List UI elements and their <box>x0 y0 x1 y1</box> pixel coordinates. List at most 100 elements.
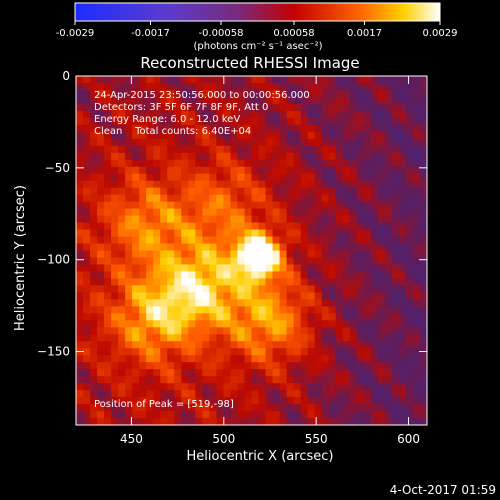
heatmap-cell <box>174 376 182 384</box>
heatmap-cell <box>83 250 91 259</box>
heatmap-cell <box>258 173 267 182</box>
heatmap-cell <box>342 166 351 175</box>
heatmap-cell <box>427 285 435 293</box>
heatmap-cell <box>251 89 260 98</box>
heatmap-cell <box>272 110 281 119</box>
heatmap-cell <box>195 327 203 335</box>
heatmap-cell <box>335 222 344 231</box>
heatmap-cell <box>181 299 189 307</box>
heatmap-cell <box>139 390 147 398</box>
heatmap-cell <box>104 327 112 335</box>
heatmap-cell <box>209 257 217 266</box>
heatmap-cell <box>412 418 421 425</box>
heatmap-cell <box>237 313 246 321</box>
heatmap-cell <box>391 390 400 398</box>
heatmap-cell <box>427 118 435 126</box>
heatmap-cell <box>195 131 203 140</box>
heatmap-cell <box>405 327 414 335</box>
heatmap-cell <box>125 271 133 280</box>
heatmap-cell <box>258 215 267 224</box>
heatmap-cell <box>202 320 210 328</box>
heatmap-cell <box>153 327 161 335</box>
heatmap-cell <box>188 299 196 307</box>
heatmap-cell <box>363 96 372 105</box>
heatmap-cell <box>237 418 246 425</box>
heatmap-cell <box>132 159 140 168</box>
heatmap-cell <box>125 355 133 363</box>
heatmap-cell <box>349 383 358 391</box>
heatmap-cell <box>118 194 126 203</box>
heatmap-cell <box>132 264 140 273</box>
heatmap-cell <box>188 124 196 133</box>
heatmap-cell <box>146 411 154 419</box>
heatmap-cell <box>83 229 91 238</box>
heatmap-cell <box>146 355 154 363</box>
heatmap-cell <box>370 411 379 419</box>
heatmap-cell <box>427 195 435 203</box>
y-tick-label: 0 <box>62 69 70 83</box>
heatmap-cell <box>398 306 407 314</box>
heatmap-cell <box>160 390 168 398</box>
heatmap-cell <box>398 334 407 342</box>
heatmap-cell <box>272 187 281 196</box>
heatmap-cell <box>216 103 225 112</box>
heatmap-cell <box>321 362 330 370</box>
heatmap-cell <box>307 348 316 356</box>
heatmap-cell <box>83 418 91 425</box>
heatmap-cell <box>139 299 147 307</box>
heatmap-cell <box>314 257 323 266</box>
heatmap-cell <box>237 292 246 300</box>
heatmap-cell <box>76 313 84 321</box>
heatmap-cell <box>398 390 407 398</box>
heatmap-cell <box>370 229 379 238</box>
heatmap-cell <box>160 271 168 280</box>
heatmap-cell <box>132 355 140 363</box>
heatmap-cell <box>293 82 302 91</box>
heatmap-cell <box>111 187 119 196</box>
heatmap-cell <box>321 76 330 84</box>
heatmap-cell <box>237 404 246 412</box>
heatmap-cell <box>244 180 253 189</box>
heatmap-cell <box>251 180 260 189</box>
heatmap-cell <box>412 390 421 398</box>
heatmap-cell <box>293 96 302 105</box>
heatmap-cell <box>160 215 168 224</box>
heatmap-cell <box>244 173 253 182</box>
heatmap-cell <box>427 411 435 419</box>
heatmap-cell <box>265 285 274 293</box>
heatmap-cell <box>244 131 253 140</box>
heatmap-cell <box>230 117 239 126</box>
heatmap-cell <box>167 313 175 321</box>
heatmap-cell <box>139 327 147 335</box>
heatmap-cell <box>132 390 140 398</box>
heatmap-cell <box>377 327 386 335</box>
heatmap-cell <box>419 320 427 328</box>
heatmap-cell <box>139 348 147 356</box>
heatmap-cell <box>111 383 119 391</box>
heatmap-cell <box>223 418 232 425</box>
heatmap-cell <box>83 376 91 384</box>
heatmap-cell <box>76 138 84 147</box>
heatmap-cell <box>342 355 351 363</box>
heatmap-cell <box>153 229 161 238</box>
heatmap-cell <box>286 215 295 224</box>
heatmap-cell <box>181 215 189 224</box>
heatmap-cell <box>188 208 196 217</box>
heatmap-cell <box>216 411 225 419</box>
heatmap-cell <box>188 243 196 252</box>
heatmap-cell <box>321 292 330 300</box>
heatmap-cell <box>195 299 203 307</box>
heatmap-cell <box>251 76 260 84</box>
heatmap-cell <box>398 383 407 391</box>
heatmap-cell <box>356 236 365 245</box>
heatmap-cell <box>216 194 225 203</box>
heatmap-cell <box>286 208 295 217</box>
heatmap-cell <box>272 355 281 363</box>
heatmap-cell <box>90 383 98 391</box>
heatmap-cell <box>412 334 421 342</box>
heatmap-cell <box>153 292 161 300</box>
heatmap-cell <box>321 327 330 335</box>
heatmap-cell <box>265 348 274 356</box>
heatmap-cell <box>370 89 379 98</box>
heatmap-cell <box>167 334 175 342</box>
